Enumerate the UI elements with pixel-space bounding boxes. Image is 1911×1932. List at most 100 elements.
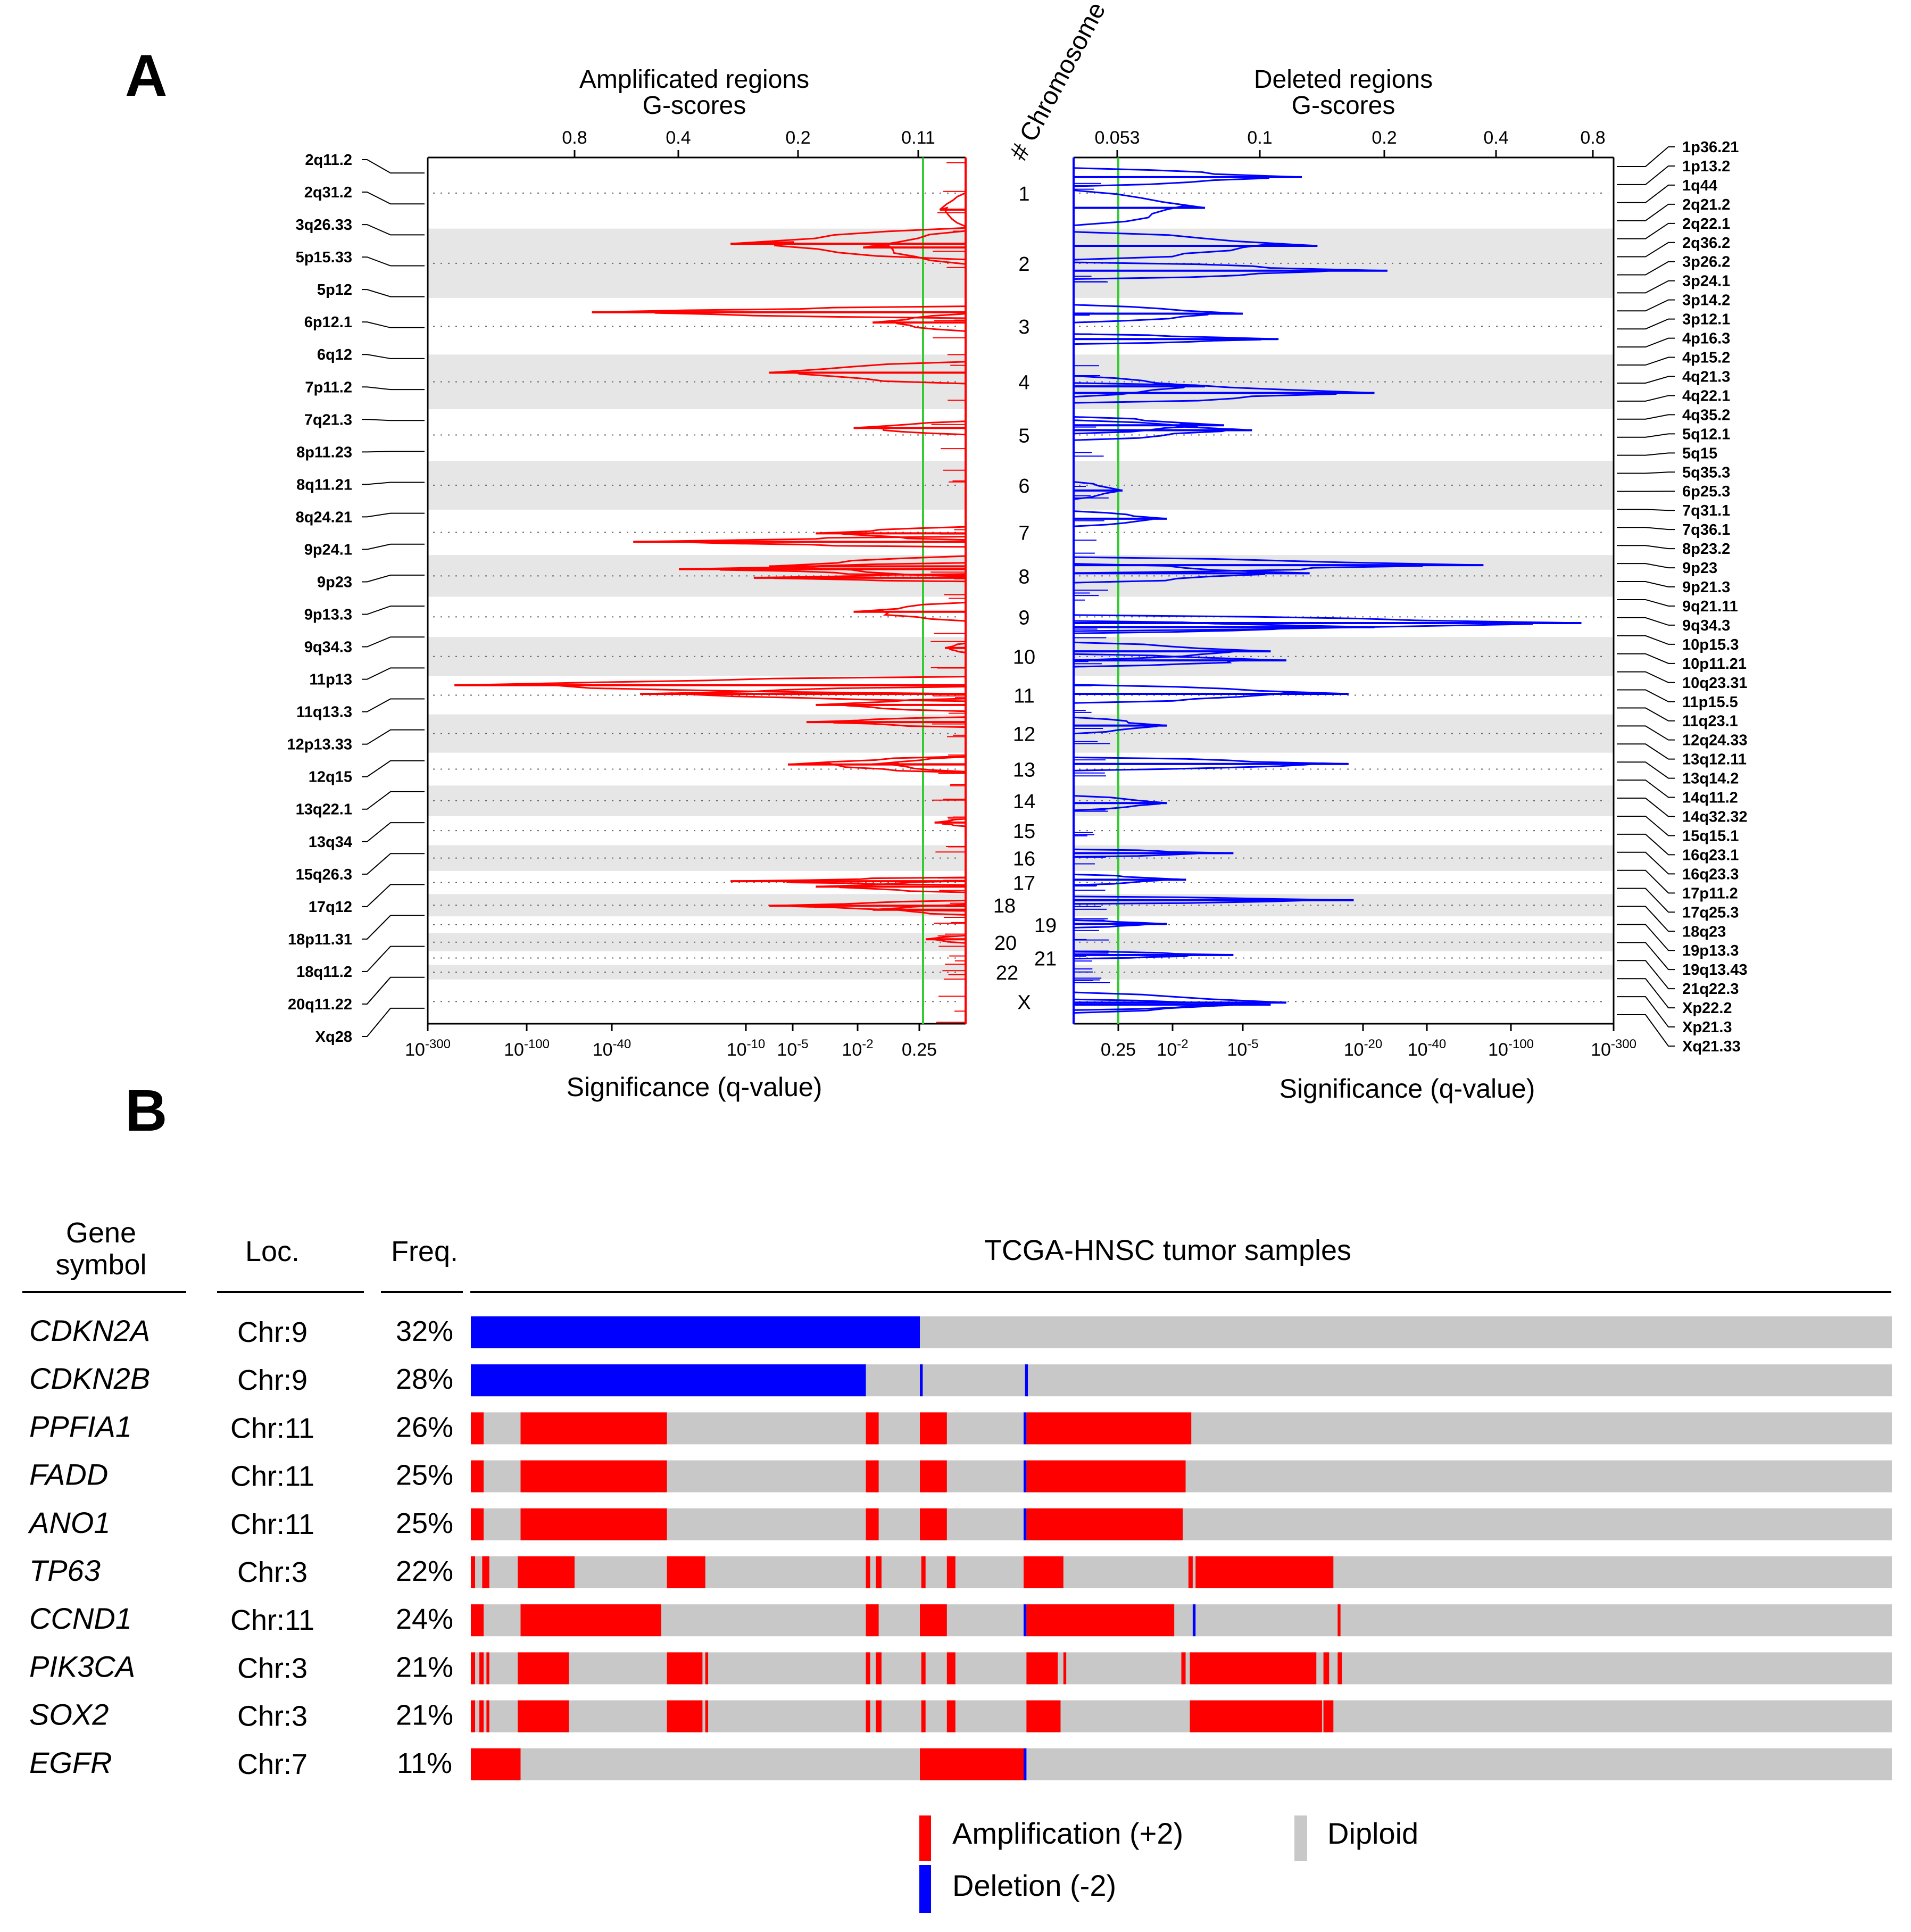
del-title-line2: G-scores — [1292, 92, 1395, 120]
diploid-row-EGFR — [471, 1748, 1892, 1780]
chromosome-label-4: 4 — [1018, 372, 1029, 394]
g-score-tick-label: 0.1 — [1247, 128, 1272, 148]
chromosome-label-2: 2 — [1018, 253, 1029, 276]
deletion-segment — [471, 1364, 866, 1397]
amplification-segment — [471, 1700, 476, 1732]
chromosome-stripe-12 — [428, 714, 966, 753]
region-label: 11p15.5 — [1682, 694, 1738, 711]
oncoprint: CDKN2A Chr:9 32% CDKN2B Chr:9 28% PPFIA1 Chr:11… — [28, 1314, 1892, 1780]
region-leader-line — [362, 698, 425, 712]
region-leader-line — [1617, 184, 1675, 203]
chromosome-label-15: 15 — [1013, 820, 1035, 843]
region-leader-line — [1617, 581, 1675, 588]
panel-a-letter: A — [125, 43, 167, 109]
region-leader-line — [1617, 471, 1675, 474]
region-label: 4q35.2 — [1682, 407, 1730, 424]
amplification-segment — [1195, 1556, 1334, 1588]
amplification-segment — [1024, 1556, 1063, 1588]
header-gene-symbol-line2: symbol — [55, 1249, 146, 1281]
region-leader-line — [1617, 671, 1675, 683]
g-score-tick-label: 0.8 — [1580, 128, 1605, 148]
region-leader-line — [1617, 203, 1675, 221]
amplification-segment — [876, 1556, 882, 1588]
region-leader-line — [362, 451, 425, 453]
amplification-segment — [921, 1700, 926, 1732]
amplification-segment — [471, 1460, 484, 1492]
region-leader-line — [362, 354, 425, 359]
region-leader-line — [362, 915, 425, 940]
region-leader-line — [1617, 906, 1675, 932]
chromosome-label-18: 18 — [993, 895, 1016, 917]
header-frequency: Freq. — [391, 1236, 458, 1267]
chromosome-label-13: 13 — [1013, 759, 1035, 781]
region-leader-line — [362, 729, 425, 745]
region-leader-line — [1617, 725, 1675, 741]
amplification-segment — [518, 1556, 575, 1588]
deletion-segment — [1025, 1364, 1028, 1397]
amplification-segment — [866, 1460, 879, 1492]
region-leader-line — [362, 791, 425, 810]
gene-symbol: PPFIA1 — [29, 1409, 132, 1443]
deletion-segment — [1024, 1508, 1027, 1540]
region-leader-line — [1617, 563, 1675, 569]
region-label: 3p24.1 — [1682, 273, 1730, 290]
amplification-segment — [920, 1748, 1024, 1780]
x-tick-label: 0.25 — [902, 1040, 937, 1060]
region-leader-line — [1617, 146, 1675, 167]
region-leader-line — [1617, 635, 1675, 645]
legend-amplification-swatch — [919, 1815, 931, 1861]
region-leader-line — [1617, 815, 1675, 836]
x-tick-label: 10-100 — [1488, 1037, 1534, 1060]
gene-symbol: SOX2 — [29, 1698, 109, 1731]
amplification-segment — [866, 1604, 879, 1637]
amplification-segment — [705, 1700, 709, 1732]
legend-deletion-swatch — [919, 1865, 931, 1913]
amplification-segment — [920, 1412, 947, 1445]
region-label: Xp22.2 — [1682, 1000, 1732, 1017]
g-score-tick-label: 0.053 — [1094, 128, 1140, 148]
region-label: 3p26.2 — [1682, 254, 1730, 271]
region-label: 4q21.3 — [1682, 368, 1730, 385]
chromosome-stripe-6 — [428, 461, 966, 510]
chromosome-label-6: 6 — [1018, 475, 1029, 497]
region-leader-line — [362, 976, 425, 1005]
gene-symbol: PIK3CA — [29, 1649, 135, 1683]
amplification-segment — [471, 1604, 484, 1637]
amplification-segment — [482, 1556, 489, 1588]
x-tick-label: 10-100 — [504, 1037, 550, 1060]
region-leader-line — [1617, 280, 1675, 294]
gene-location: Chr:7 — [237, 1748, 308, 1780]
region-label: 18p11.31 — [288, 931, 352, 948]
region-label: 9p23 — [317, 574, 352, 591]
region-label: 5q35.3 — [1682, 464, 1730, 481]
panel-b-letter: B — [125, 1078, 167, 1143]
chromosome-label-16: 16 — [1013, 848, 1035, 870]
amplification-segment — [518, 1700, 569, 1732]
region-leader-line — [1617, 798, 1675, 817]
x-tick-label: 10-10 — [727, 1037, 766, 1060]
region-label: 6p12.1 — [304, 314, 352, 331]
chromosome-stripe-2 — [428, 228, 966, 298]
chromosome-label-3: 3 — [1018, 316, 1029, 338]
x-tick-label: 10-300 — [405, 1037, 451, 1060]
amplification-segment — [471, 1652, 476, 1685]
region-label: 6p25.3 — [1682, 483, 1730, 500]
region-label: 3p12.1 — [1682, 311, 1730, 328]
region-leader-line — [1617, 414, 1675, 420]
g-score-tick-label: 0.2 — [785, 128, 810, 148]
region-leader-line — [1617, 942, 1675, 971]
region-leader-line — [1617, 743, 1675, 760]
region-label: 16q23.3 — [1682, 866, 1739, 883]
amplification-segment — [1188, 1556, 1193, 1588]
amplification-segment — [876, 1700, 882, 1732]
chromosome-stripe-6 — [1074, 461, 1614, 510]
gene-symbol: FADD — [29, 1458, 108, 1491]
region-leader-line — [362, 946, 425, 972]
gene-location: Chr:3 — [237, 1556, 308, 1588]
amp-title-line2: G-scores — [643, 92, 746, 120]
amplification-segment — [866, 1700, 870, 1732]
amp-x-axis-title: Significance (q-value) — [567, 1072, 822, 1102]
region-leader-line — [362, 606, 425, 615]
amplification-segment — [479, 1700, 484, 1732]
